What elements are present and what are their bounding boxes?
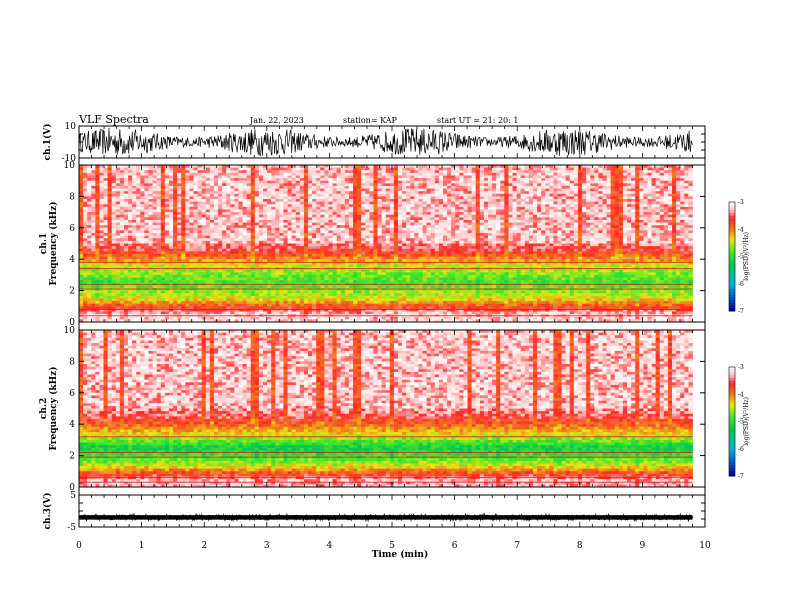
x-tick-label: 9 [640,541,646,551]
y-tick-label: 10 [64,326,76,336]
y-tick-label: 2 [69,452,75,462]
x-axis-label: Time (min) [372,549,429,560]
colorbar-label: log(PSD)(V²/Hz) [743,232,750,281]
y-axis-label: Frequency (kHz) [48,201,59,285]
ch3-waveform-panel: 5 -5 ch.3(V) [42,491,705,533]
y-axis-label: Frequency (kHz) [48,366,59,450]
y-axis-label: ch.3(V) [42,493,53,530]
y-tick-label: 8 [69,357,75,367]
figure-title: VLF Spectra [78,113,149,126]
waveform-band [79,515,692,519]
y-tick-label: 4 [69,255,75,265]
x-tick-label: 0 [76,541,82,551]
x-tick-label: 2 [201,541,207,551]
y-tick-label: 10 [65,122,77,132]
x-tick-label: 10 [699,541,711,551]
y-tick-label: -5 [67,523,76,533]
colorbar-tick-label: -7 [738,473,744,480]
y-tick-label: 4 [69,420,75,430]
y-tick-label: 10 [64,161,76,171]
colorbar-tick-label: -3 [738,364,744,371]
y-axis-label: ch.1(V) [42,124,53,161]
y-tick-label: 2 [69,287,75,297]
x-tick-label: 6 [452,541,458,551]
y-axis-label: ch.2 [39,398,49,419]
spectrogram-cells [79,330,693,487]
colorbar-label: log(PSD)(V²/Hz) [743,397,750,446]
x-tick-label: 1 [139,541,145,551]
y-tick-label: 6 [69,389,75,399]
vlf-spectra-figure: VLF Spectra Jan. 22, 2023 station= KAP s… [0,0,792,612]
y-axis-label: ch.1 [39,233,49,254]
date-label: Jan. 22, 2023 [249,116,304,125]
x-tick-label: 7 [514,541,520,551]
x-tick-label: 4 [327,541,333,551]
y-tick-label: 5 [70,491,76,501]
spectrogram-cells [79,165,693,322]
colorbar-tick-label: -3 [738,199,744,206]
station-label: station= KAP [343,116,398,125]
colorbar-tick-label: -7 [738,308,744,315]
x-tick-label: 8 [577,541,583,551]
start-time-label: start UT = 21: 20: 1 [437,116,518,125]
y-tick-label: 6 [69,224,75,234]
y-tick-label: 8 [69,192,75,202]
x-tick-label: 3 [264,541,270,551]
